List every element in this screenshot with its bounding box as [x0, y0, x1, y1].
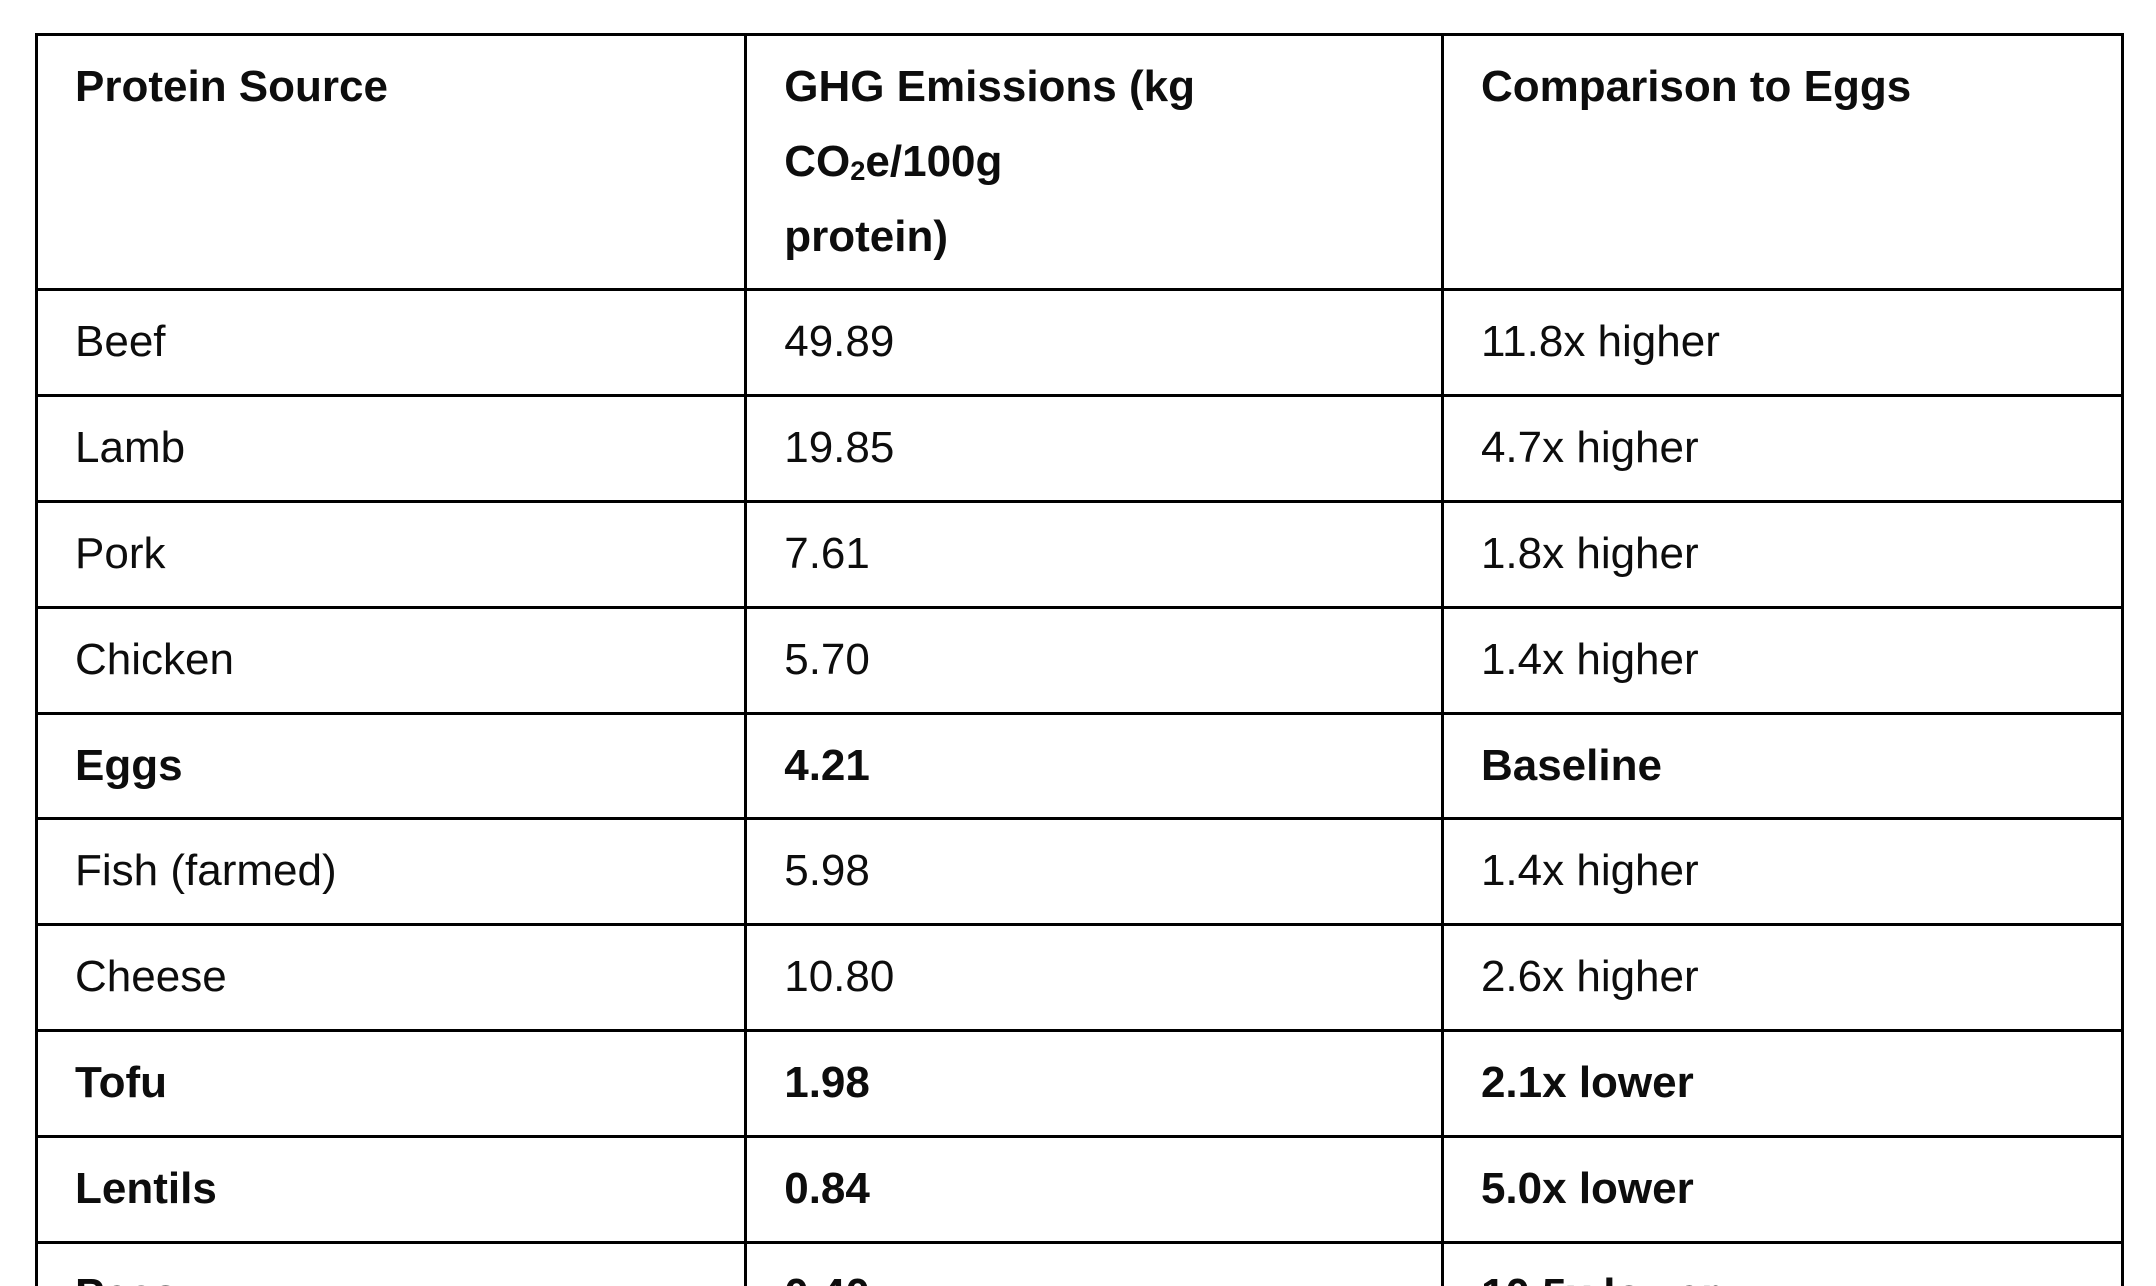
header-ghg-line1-pre: GHG Emissions (kg CO	[784, 62, 1195, 186]
table-row-peas: Peas 0.40 10.5x lower	[34, 1240, 2125, 1286]
header-row: Protein Source GHG Emissions (kg CO2e/10…	[34, 32, 2125, 292]
column-header-ghg-emissions: GHG Emissions (kg CO2e/100g protein)	[744, 32, 1444, 292]
cell-protein-source: Peas	[34, 1240, 748, 1286]
cell-protein-source: Lentils	[34, 1134, 748, 1244]
cell-emissions: 5.98	[744, 817, 1444, 927]
header-ghg-line1-post: e/100g	[865, 136, 1003, 186]
cell-protein-source: Fish (farmed)	[34, 817, 748, 927]
header-ghg-line2: protein)	[784, 211, 948, 261]
table-row-cheese: Cheese 10.80 2.6x higher	[34, 923, 2125, 1032]
cell-protein-source: Cheese	[34, 923, 748, 1032]
cell-comparison: 5.0x lower	[1440, 1134, 2125, 1244]
cell-comparison: 1.8x higher	[1440, 499, 2125, 609]
cell-emissions: 49.89	[744, 288, 1444, 398]
cell-comparison: 2.6x higher	[1440, 923, 2125, 1032]
cell-emissions: 19.85	[744, 394, 1444, 503]
cell-emissions: 1.98	[744, 1028, 1444, 1138]
cell-protein-source: Lamb	[34, 394, 748, 503]
cell-comparison: 1.4x higher	[1440, 605, 2125, 715]
cell-emissions: 4.21	[744, 711, 1444, 821]
cell-comparison: 4.7x higher	[1440, 394, 2125, 503]
cell-emissions: 5.70	[744, 605, 1444, 715]
column-header-protein-source: Protein Source	[34, 32, 748, 292]
cell-protein-source: Eggs	[34, 711, 748, 821]
cell-emissions: 7.61	[744, 499, 1444, 609]
cell-protein-source: Chicken	[34, 605, 748, 715]
co2-subscript: 2	[850, 154, 866, 186]
cell-comparison: 1.4x higher	[1440, 817, 2125, 927]
cell-emissions: 0.84	[744, 1134, 1444, 1244]
table-row-lamb: Lamb 19.85 4.7x higher	[34, 394, 2125, 503]
table-row-pork: Pork 7.61 1.8x higher	[34, 499, 2125, 609]
ghg-emissions-table: Protein Source GHG Emissions (kg CO2e/10…	[34, 32, 2125, 1286]
table-header: Protein Source GHG Emissions (kg CO2e/10…	[34, 32, 2125, 292]
table-body: Beef 49.89 11.8x higher Lamb 19.85 4.7x …	[34, 288, 2125, 1286]
cell-protein-source: Beef	[34, 288, 748, 398]
table-row-tofu: Tofu 1.98 2.1x lower	[34, 1028, 2125, 1138]
cell-protein-source: Tofu	[34, 1028, 748, 1138]
cell-protein-source: Pork	[34, 499, 748, 609]
cell-comparison: Baseline	[1440, 711, 2125, 821]
cell-emissions: 10.80	[744, 923, 1444, 1032]
table-row-lentils: Lentils 0.84 5.0x lower	[34, 1134, 2125, 1244]
table-row-beef: Beef 49.89 11.8x higher	[34, 288, 2125, 398]
cell-comparison: 10.5x lower	[1440, 1240, 2125, 1286]
table-row-chicken: Chicken 5.70 1.4x higher	[34, 605, 2125, 715]
column-header-comparison: Comparison to Eggs	[1440, 32, 2125, 292]
table-row-fish-farmed: Fish (farmed) 5.98 1.4x higher	[34, 817, 2125, 927]
cell-emissions: 0.40	[744, 1240, 1444, 1286]
cell-comparison: 2.1x lower	[1440, 1028, 2125, 1138]
cell-comparison: 11.8x higher	[1440, 288, 2125, 398]
table-row-eggs: Eggs 4.21 Baseline	[34, 711, 2125, 821]
